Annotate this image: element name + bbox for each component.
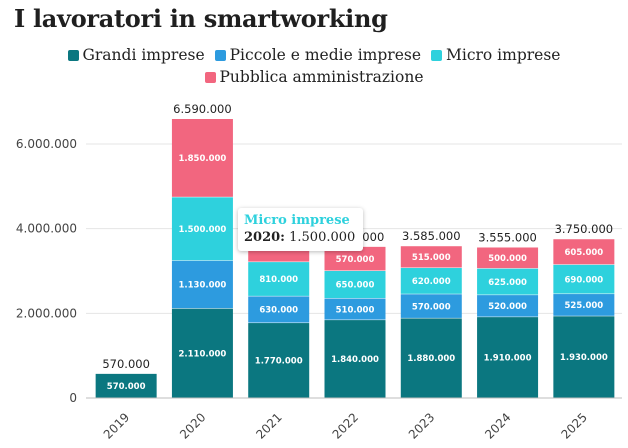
x-tick-label: 2025 — [558, 410, 589, 441]
segment-label: 810.000 — [259, 275, 298, 285]
total-label: 3.750.000 — [555, 222, 614, 236]
bar-segment — [477, 317, 539, 398]
bar-segment — [553, 294, 615, 316]
bar-segment — [95, 373, 157, 398]
bar-segment — [248, 296, 310, 323]
segment-label: 1.930.000 — [560, 353, 608, 363]
legend-item-piccole-medie-imprese[interactable]: Piccole e medie imprese — [214, 46, 421, 64]
bar-segment — [171, 119, 233, 197]
bar-segment — [400, 318, 462, 398]
bar-segment — [553, 239, 615, 265]
total-label: 6.590.000 — [173, 102, 232, 116]
legend-item-pubblica-amministrazione[interactable]: Pubblica amministrazione — [204, 68, 424, 86]
x-tick-label: 2021 — [253, 410, 284, 441]
tooltip-series-name: Micro imprese — [244, 213, 350, 228]
bar-segment — [171, 260, 233, 309]
bar-segment — [477, 295, 539, 317]
segment-label: 520.000 — [488, 302, 527, 312]
legend-label: Micro imprese — [446, 46, 561, 64]
bar-segment — [400, 246, 462, 268]
segment-label: 2.110.000 — [178, 349, 226, 359]
x-tick-label: 2023 — [406, 410, 437, 441]
bar-segment — [324, 246, 386, 271]
legend: Grandi imprese Piccole e medie imprese M… — [0, 44, 628, 88]
segment-label: 570.000 — [336, 255, 375, 265]
y-tick-label: 4.000.000 — [16, 222, 77, 236]
bar-segment — [477, 247, 539, 269]
segment-label: 1.850.000 — [178, 154, 226, 164]
bar-segment — [553, 264, 615, 294]
segment-label: 1.130.000 — [178, 281, 226, 291]
legend-swatch — [204, 71, 216, 83]
legend-label: Pubblica amministrazione — [219, 68, 424, 86]
legend-label: Grandi imprese — [82, 46, 205, 64]
segment-label: 1.770.000 — [255, 357, 303, 367]
bar-segment — [324, 320, 386, 398]
tooltip-category: 2020: — [244, 230, 285, 245]
bar-segment — [400, 294, 462, 318]
segment-label: 625.000 — [488, 278, 527, 288]
y-tick-label: 6.000.000 — [16, 137, 77, 151]
y-tick-label: 2.000.000 — [16, 306, 77, 320]
total-label: 3.555.000 — [478, 230, 537, 244]
legend-swatch — [431, 49, 442, 61]
legend-item-micro-imprese[interactable]: Micro imprese — [431, 46, 560, 64]
x-tick-label: 2024 — [482, 410, 513, 441]
x-tick-label: 2022 — [330, 410, 361, 441]
tooltip-value-line: 2020: 1.500.000 — [244, 229, 355, 246]
legend-swatch — [214, 49, 226, 61]
segment-label: 650.000 — [336, 281, 375, 291]
segment-label: 1.880.000 — [407, 354, 455, 364]
segment-label: 1.500.000 — [178, 225, 226, 235]
tooltip-value: 1.500.000 — [289, 230, 356, 245]
bar-segment — [324, 298, 386, 320]
segment-label: 515.000 — [412, 253, 451, 263]
segment-label: 1.910.000 — [484, 354, 532, 364]
segment-label: 570.000 — [412, 302, 451, 312]
segment-label: 525.000 — [564, 301, 603, 311]
x-tick-label: 2019 — [101, 410, 132, 441]
bar-segment — [248, 262, 310, 296]
bar-segment — [171, 197, 233, 261]
segment-label: 630.000 — [259, 306, 298, 316]
total-label: 3.585.000 — [402, 229, 461, 243]
bar-segment — [324, 270, 386, 299]
segment-label: 1.840.000 — [331, 355, 379, 365]
bar-segment — [248, 323, 310, 398]
total-label: 570.000 — [102, 357, 150, 371]
bar-segment — [553, 316, 615, 398]
segment-label: 570.000 — [107, 382, 146, 392]
segment-label: 620.000 — [412, 277, 451, 287]
segment-label: 605.000 — [564, 248, 603, 258]
bar-segment — [171, 308, 233, 398]
legend-swatch — [67, 49, 79, 61]
segment-label: 690.000 — [564, 275, 603, 285]
segment-label: 500.000 — [488, 254, 527, 264]
bar-segment — [477, 268, 539, 295]
bar-segment — [248, 249, 310, 262]
legend-label: Piccole e medie imprese — [229, 46, 421, 64]
chart-title: I lavoratori in smartworking — [14, 4, 388, 33]
bar-segment — [400, 268, 462, 294]
tooltip: Micro imprese 2020: 1.500.000 — [238, 208, 364, 251]
x-tick-label: 2020 — [177, 410, 208, 441]
legend-item-grandi-imprese[interactable]: Grandi imprese — [67, 46, 205, 64]
segment-label: 510.000 — [336, 305, 375, 315]
y-tick-label: 0 — [69, 391, 77, 405]
